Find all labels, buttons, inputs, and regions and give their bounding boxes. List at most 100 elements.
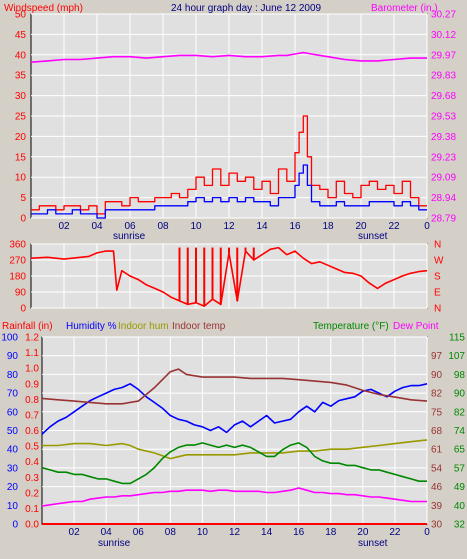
- rainfall-tick-label: 0.3: [25, 473, 39, 484]
- x-tick-label: 22: [388, 221, 400, 232]
- windspeed-tick-label: 40: [15, 50, 27, 61]
- humidity-tick-label: 40: [7, 445, 19, 456]
- humidity-tick-label: 0: [12, 520, 18, 531]
- humidity-temp-series: [41, 368, 428, 525]
- indoor-temp-tick-label: 46: [431, 482, 443, 493]
- rainfall-tick-label: 0.1: [25, 504, 39, 515]
- direction-degree-ticks: 0 90 180 270 360: [9, 240, 26, 315]
- temperature-tick-label: 57: [454, 463, 466, 474]
- temperature-tick-label: 65: [454, 445, 466, 456]
- x-tick-label: 08: [165, 527, 177, 538]
- direction-degree-label: 90: [15, 288, 27, 299]
- temperature-tick-label: 107: [448, 351, 465, 362]
- rainfall-ticks: 0.0 0.1 0.2 0.3 0.4 0.5 0.6 0.7 0.8 0.9 1.0 1.1 1.2: [25, 333, 39, 531]
- x-tick-label: 0: [424, 221, 430, 232]
- barometer-line: [30, 51, 427, 63]
- rainfall-tick-label: 1.1: [25, 348, 39, 359]
- rainfall-tick-label: 1.2: [25, 333, 39, 344]
- humidity-tick-label: 60: [7, 407, 19, 418]
- direction-degree-label: 180: [9, 272, 26, 283]
- barometer-tick-label: 28.79: [431, 214, 456, 225]
- x-tick-label: 06: [133, 527, 145, 538]
- chart-title: 24 hour graph day : June 12 2009: [171, 3, 322, 14]
- x-tick-label: 10: [190, 221, 202, 232]
- humidity-tick-label: 30: [7, 463, 19, 474]
- temperature-tick-label: 90: [454, 389, 466, 400]
- barometer-axis-label: Barometer (in.): [371, 3, 438, 14]
- barometer-tick-label: 29.97: [431, 50, 456, 61]
- rainfall-tick-label: 0.9: [25, 379, 39, 390]
- windspeed-tick-label: 25: [15, 112, 27, 123]
- barometer-tick-label: 29.83: [431, 71, 456, 82]
- sunrise-label: sunrise: [113, 231, 146, 242]
- windspeed-tick-label: 10: [15, 173, 27, 184]
- temperature-tick-label: 40: [454, 501, 466, 512]
- direction-degree-label: 270: [9, 256, 26, 267]
- barometer-tick-label: 30.27: [431, 10, 456, 21]
- humidity-tick-label: 80: [7, 370, 19, 381]
- temperature-tick-label: 32: [454, 520, 466, 531]
- x-tick-label: 14: [256, 221, 268, 232]
- x-tick-label: 22: [389, 527, 401, 538]
- barometer-tick-label: 28.94: [431, 193, 456, 204]
- indoor-hum-legend: Indoor hum: [118, 321, 169, 332]
- barometer-tick-label: 29.38: [431, 132, 456, 143]
- x-tick-label: 16: [293, 527, 305, 538]
- windspeed-ticks: 0 5 10 15 20 25 30 35 40 45 50: [15, 10, 27, 225]
- x-tick-label: 16: [289, 221, 301, 232]
- x-tick-label: 10: [197, 527, 209, 538]
- temperature-tick-label: 82: [454, 407, 466, 418]
- temperature-legend: Temperature (°F): [313, 321, 389, 332]
- windspeed-tick-label: 0: [20, 214, 26, 225]
- x-tick-label: 04: [91, 221, 103, 232]
- windspeed-axis-label: Windspeed (mph): [4, 3, 83, 14]
- wind-series: [30, 51, 427, 219]
- direction-degree-label: 0: [20, 304, 26, 315]
- x-tick-label: 18: [325, 527, 337, 538]
- humidity-legend: Humidity %: [66, 321, 117, 332]
- direction-compass-label: E: [434, 288, 441, 299]
- barometer-tick-label: 29.68: [431, 91, 456, 102]
- x-tick-label: 08: [157, 221, 169, 232]
- temperature-line: [41, 442, 427, 485]
- windspeed-tick-label: 50: [15, 10, 27, 21]
- x-tick-label: 12: [223, 221, 235, 232]
- x-tick-label: 12: [229, 527, 241, 538]
- direction-degree-label: 360: [9, 240, 26, 251]
- direction-compass-label: W: [434, 256, 444, 267]
- indoor-temp-legend: Indoor temp: [172, 321, 226, 332]
- x-tick-label: 0: [424, 527, 430, 538]
- rainfall-tick-label: 1.0: [25, 364, 39, 375]
- humidity-temp-x-ticks: 02 04 06 08 10 12 14 16 18 20 22 0: [69, 527, 431, 538]
- rainfall-tick-label: 0.2: [25, 488, 39, 499]
- barometer-tick-label: 30.12: [431, 30, 456, 41]
- x-tick-label: 18: [322, 221, 334, 232]
- humidity-tick-label: 100: [1, 333, 18, 344]
- humidity-ticks: 0 10 20 30 40 50 60 70 80 90 100: [1, 333, 18, 531]
- humidity-tick-label: 20: [7, 482, 19, 493]
- humidity-tick-label: 10: [7, 501, 19, 512]
- direction-compass-label: N: [434, 240, 441, 251]
- sunset-label: sunset: [358, 231, 388, 242]
- x-tick-label: 02: [58, 221, 70, 232]
- indoor-temp-tick-label: 54: [431, 463, 443, 474]
- wind_gust-line: [31, 115, 427, 215]
- rainfall-tick-label: 0.4: [25, 457, 39, 468]
- sunset-label-bottom: sunset: [358, 538, 388, 549]
- x-tick-label: 04: [101, 527, 113, 538]
- windspeed-tick-label: 35: [15, 71, 27, 82]
- direction-compass-label: N: [434, 304, 441, 315]
- temperature-tick-label: 74: [454, 426, 466, 437]
- wind_speed-line: [31, 164, 427, 219]
- barometer-tick-label: 29.53: [431, 112, 456, 123]
- wind-direction-line: [30, 246, 428, 308]
- indoor_humidity-line: [42, 439, 428, 460]
- humidity-tick-label: 50: [7, 426, 19, 437]
- sunrise-label-bottom: sunrise: [98, 538, 131, 549]
- indoor-temp-tick-label: 75: [431, 407, 443, 418]
- dew-point-legend: Dew Point: [393, 321, 439, 332]
- rainfall-legend: Rainfall (in): [2, 321, 53, 332]
- humidity-tick-label: 70: [7, 389, 19, 400]
- dew_point-line: [41, 487, 427, 507]
